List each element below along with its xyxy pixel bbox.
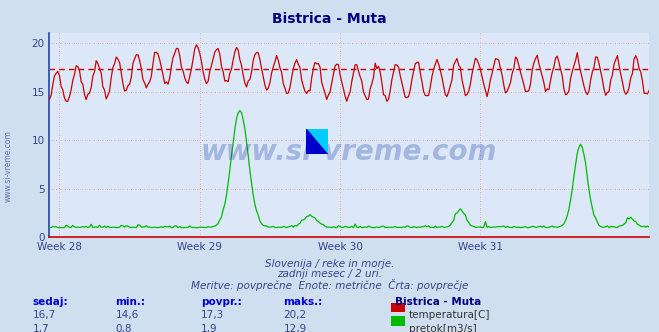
Text: www.si-vreme.com: www.si-vreme.com (201, 138, 498, 166)
Text: Meritve: povprečne  Enote: metrične  Črta: povprečje: Meritve: povprečne Enote: metrične Črta:… (191, 279, 468, 291)
Text: sedaj:: sedaj: (33, 297, 69, 307)
Text: 14,6: 14,6 (115, 310, 138, 320)
Text: zadnji mesec / 2 uri.: zadnji mesec / 2 uri. (277, 269, 382, 279)
Text: www.si-vreme.com: www.si-vreme.com (3, 130, 13, 202)
Polygon shape (306, 129, 328, 154)
Text: 0,8: 0,8 (115, 324, 132, 332)
Polygon shape (306, 129, 328, 154)
Text: temperatura[C]: temperatura[C] (409, 310, 490, 320)
Text: min.:: min.: (115, 297, 146, 307)
Text: maks.:: maks.: (283, 297, 323, 307)
Text: 12,9: 12,9 (283, 324, 306, 332)
Text: Bistrica - Muta: Bistrica - Muta (272, 12, 387, 26)
Text: pretok[m3/s]: pretok[m3/s] (409, 324, 476, 332)
Text: Slovenija / reke in morje.: Slovenija / reke in morje. (265, 259, 394, 269)
Text: 17,3: 17,3 (201, 310, 224, 320)
Text: 16,7: 16,7 (33, 310, 56, 320)
Text: 1,9: 1,9 (201, 324, 217, 332)
Text: Bistrica - Muta: Bistrica - Muta (395, 297, 482, 307)
Text: 20,2: 20,2 (283, 310, 306, 320)
Text: povpr.:: povpr.: (201, 297, 242, 307)
Text: 1,7: 1,7 (33, 324, 49, 332)
Polygon shape (306, 129, 328, 154)
